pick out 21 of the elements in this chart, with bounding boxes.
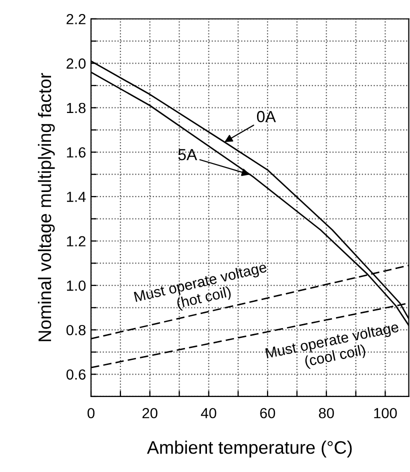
x-tick-label: 80 [318, 408, 334, 418]
y-tick-label: 1.6 [67, 147, 86, 158]
y-tick-label: 1.2 [67, 236, 86, 246]
x-tick-label: 40 [200, 408, 216, 418]
y-tick-label: 0.6 [66, 369, 86, 380]
y-tick-label: 2.2 [66, 14, 86, 24]
text: 0A [257, 110, 276, 122]
x-tick-label: 100 [374, 408, 397, 418]
x-tick-label: 20 [142, 408, 158, 418]
y-tick-label: 2.0 [66, 58, 86, 69]
y-axis-title: Nominal voltage multiplying factor [38, 72, 55, 342]
text: Must operate voltage (cool coil) [265, 321, 400, 370]
x-axis-title: Ambient temperature (°C) [146, 440, 352, 458]
text: Must operate voltage (hot coil) [134, 261, 268, 312]
y-tick-label: 1.0 [67, 280, 86, 291]
x-tick-label: 0 [88, 408, 95, 418]
x-tick-label: 60 [260, 408, 276, 418]
y-tick-label: 1.8 [67, 102, 86, 114]
y-tick-label: 0.8 [66, 324, 86, 336]
y-tick-label: 1.4 [67, 192, 86, 202]
series-label: 5A [178, 149, 198, 160]
